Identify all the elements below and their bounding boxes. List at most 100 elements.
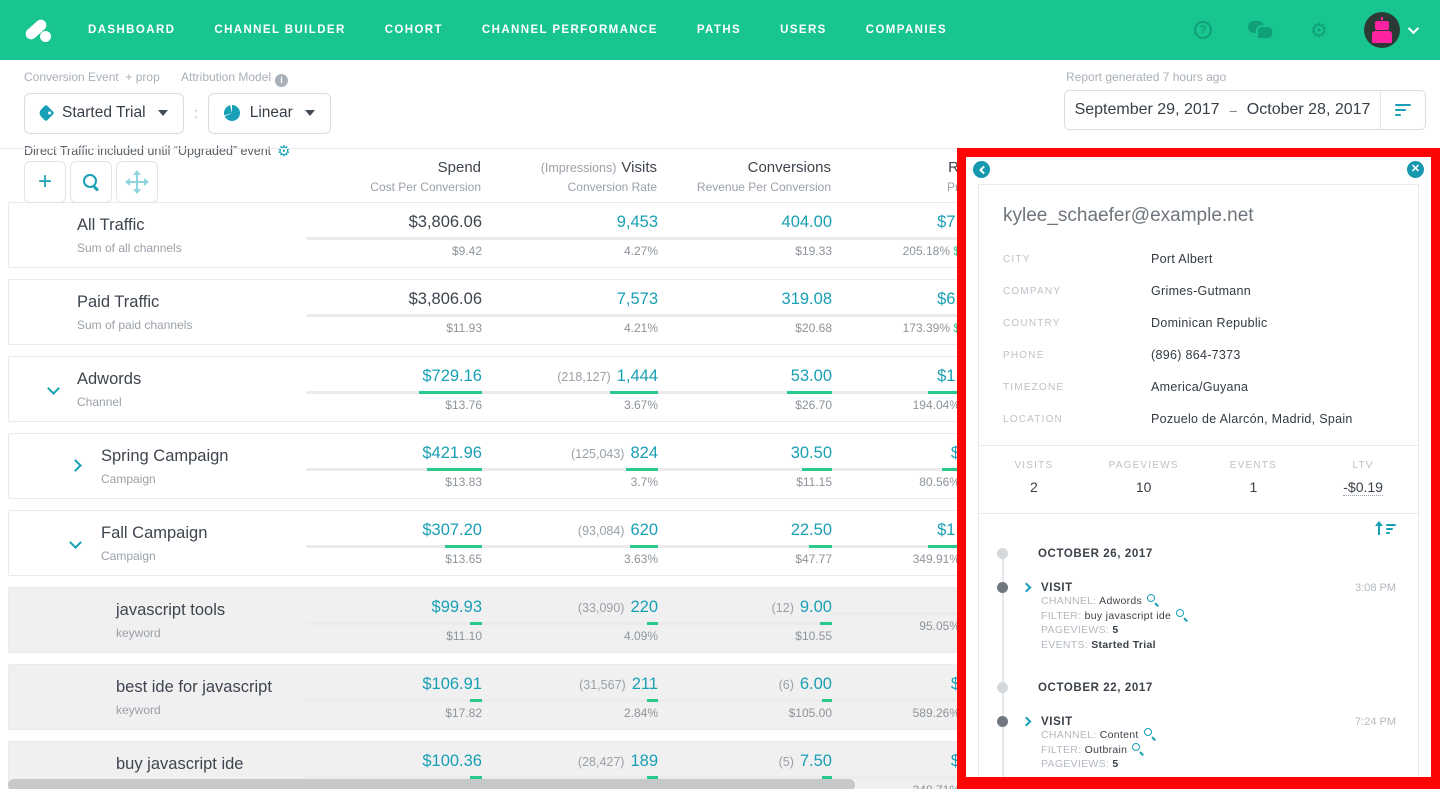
metric-primary-value[interactable]: (31,567) 211 <box>482 675 658 694</box>
caret-down-icon[interactable] <box>1407 22 1420 35</box>
chat-icon[interactable] <box>1248 20 1275 40</box>
close-button[interactable]: ✕ <box>1407 161 1424 178</box>
column-title-text: Spend <box>437 159 481 176</box>
metric-primary-value[interactable]: (218,127) 1,444 <box>482 367 658 386</box>
sort-icon[interactable] <box>1375 521 1396 536</box>
user-detail-row: PHONE (896) 864-7373 <box>979 339 1418 371</box>
metric-primary-value[interactable]: (5) 7.50 <box>658 752 832 771</box>
metric-primary-value[interactable]: $99.93 <box>306 598 482 617</box>
metric-primary-value[interactable]: $100.36 <box>306 752 482 771</box>
move-icon <box>125 170 149 194</box>
nav-item-companies[interactable]: COMPANIES <box>865 24 948 36</box>
nav-item-dashboard[interactable]: DASHBOARD <box>88 24 176 36</box>
divider <box>979 445 1418 446</box>
metric-bar-fill <box>418 390 482 394</box>
metric-primary-value[interactable]: 53.00 <box>658 367 832 386</box>
settings-gear-icon[interactable]: ⚙ <box>277 141 291 160</box>
metric-primary-value[interactable]: (6) 6.00 <box>658 675 832 694</box>
nav-item-users[interactable]: USERS <box>780 24 827 36</box>
timeline-visit-entry[interactable]: VISIT 3:08 PM CHANNEL: Adwords FILTER: buy … <box>979 582 1418 652</box>
zoom-in-icon[interactable] <box>1132 742 1144 755</box>
zoom-in-icon[interactable] <box>1176 608 1188 621</box>
metric-primary-value[interactable]: $ <box>832 675 1006 694</box>
timeline-date-dot <box>997 682 1008 693</box>
detail-label: LOCATION <box>1003 413 1063 425</box>
metric-primary-value[interactable]: $3,806.06 <box>306 290 482 309</box>
metric-primary-value[interactable]: 9,453 <box>482 213 658 232</box>
report-generated-label: Report generated 7 hours ago <box>1066 70 1227 84</box>
conversion-event-dropdown[interactable]: Started Trial <box>24 92 184 134</box>
metric-primary-value[interactable]: 7,573 <box>482 290 658 309</box>
account-menu[interactable] <box>1364 12 1420 48</box>
metric-secondary-value: $47.77 <box>795 551 832 566</box>
metric-prefix: (31,567) <box>579 677 626 692</box>
column-title: Conversions <box>657 159 831 176</box>
metric-primary-value[interactable]: 30.50 <box>658 444 832 463</box>
metric-primary-value[interactable]: $1, <box>832 367 1006 386</box>
nav-menu: DASHBOARD CHANNEL BUILDER COHORT CHANNEL PE… <box>88 24 947 36</box>
metric-bar-fill <box>786 390 832 394</box>
column-title-prefix: (Impressions) <box>540 161 617 175</box>
metric-primary-value[interactable]: $307.20 <box>306 521 482 540</box>
metric-cell: (31,567) 211 2.84% <box>482 675 658 720</box>
metric-primary-value[interactable]: (28,427) 189 <box>482 752 658 771</box>
metric-primary-value[interactable]: $6, <box>832 290 1006 309</box>
add-prop-link[interactable]: + prop <box>125 70 160 84</box>
metric-value-text: 620 <box>630 520 658 539</box>
metric-bar-fill <box>610 390 658 394</box>
metric-primary-value[interactable]: 22.50 <box>658 521 832 540</box>
zoom-in-icon[interactable] <box>1143 728 1156 740</box>
metric-prefix: (33,090) <box>577 600 625 615</box>
metric-primary-value[interactable]: $3,806.06 <box>306 213 482 232</box>
metric-primary-value[interactable]: 319.08 <box>658 290 832 309</box>
metric-prefix: (93,084) <box>577 523 625 538</box>
stat-value[interactable]: -$0.19 <box>1343 479 1383 496</box>
app-logo[interactable] <box>23 15 54 45</box>
metric-primary-value[interactable]: (125,043) 824 <box>482 444 658 463</box>
timeline-date-dot <box>997 548 1008 559</box>
zoom-in-icon[interactable] <box>1147 594 1159 606</box>
search-button[interactable] <box>70 161 112 203</box>
timeline-date-header: OCTOBER 26, 2017 <box>979 548 1418 560</box>
metric-primary-value[interactable]: $106.91 <box>306 675 482 694</box>
metric-secondary-value: 4.27% <box>623 243 658 258</box>
row-subtitle: Campaign <box>101 548 156 563</box>
date-range-separator: – <box>1229 102 1237 118</box>
move-button[interactable] <box>116 161 158 203</box>
back-button[interactable] <box>973 161 990 178</box>
gear-icon[interactable]: ⚙ <box>1310 18 1328 42</box>
metric-cell: $729.16 $13.76 <box>306 367 482 412</box>
avatar[interactable] <box>1364 12 1400 48</box>
metric-bar-fill <box>427 467 482 471</box>
timeline-visit-entry[interactable]: VISIT 7:24 PM CHANNEL: Content FILTER: Outb… <box>979 716 1418 772</box>
metric-primary-value[interactable]: $421.96 <box>306 444 482 463</box>
metric-primary-value[interactable]: (12) 9.00 <box>658 598 832 617</box>
add-row-button[interactable]: + <box>24 161 66 203</box>
date-filter-icon[interactable] <box>1381 101 1425 119</box>
filter-separator: : <box>193 104 198 122</box>
metric-primary-value[interactable]: $729.16 <box>306 367 482 386</box>
nav-item-cohort[interactable]: COHORT <box>384 24 443 36</box>
metric-primary-value[interactable]: $ <box>832 752 1006 771</box>
chevron-right-icon[interactable] <box>1021 716 1032 727</box>
nav-item-paths[interactable]: PATHS <box>696 24 742 36</box>
metric-primary-value[interactable]: 404.00 <box>658 213 832 232</box>
help-icon[interactable]: ? <box>1194 21 1213 39</box>
chevron-right-icon[interactable] <box>1021 582 1032 593</box>
metric-bar-track <box>482 775 658 779</box>
horizontal-scrollbar[interactable] <box>8 779 855 789</box>
detail-label: CITY <box>1003 253 1031 265</box>
nav-item-channel-builder[interactable]: CHANNEL BUILDER <box>214 24 346 36</box>
info-icon[interactable]: i <box>275 73 289 87</box>
metric-primary-value[interactable]: $ <box>832 444 1006 463</box>
nav-item-channel-performance[interactable]: CHANNEL PERFORMANCE <box>481 24 658 36</box>
metric-primary-value[interactable]: $1, <box>832 521 1006 540</box>
date-range-picker[interactable]: September 29, 2017 – October 28, 2017 <box>1064 90 1426 130</box>
metric-primary-value[interactable]: (33,090) 220 <box>482 598 658 617</box>
visit-detail-line: PAGEVIEWS: 5 <box>1041 623 1418 638</box>
direct-traffic-note: Direct Traffic included until “Upgraded”… <box>24 141 291 160</box>
metric-primary-value[interactable]: $7, <box>832 213 1006 232</box>
metric-cell: (6) 6.00 $105.00 <box>658 675 832 720</box>
attribution-model-dropdown[interactable]: Linear <box>207 92 331 134</box>
metric-primary-value[interactable]: (93,084) 620 <box>482 521 658 540</box>
